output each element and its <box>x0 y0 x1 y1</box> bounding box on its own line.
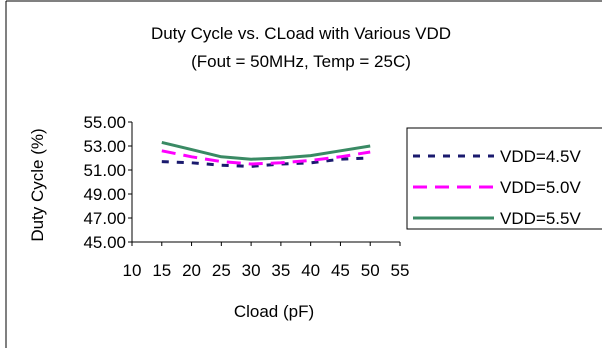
x-tick-label: 45 <box>331 261 350 280</box>
legend-box <box>406 127 602 230</box>
y-tick-label: 47.00 <box>83 209 126 228</box>
x-tick-label: 55 <box>391 261 410 280</box>
x-tick-label: 35 <box>271 261 290 280</box>
y-tick-label: 45.00 <box>83 233 126 252</box>
series-line-2 <box>161 149 371 166</box>
chart-subtitle: (Fout = 50MHz, Temp = 25C) <box>191 52 411 71</box>
x-tick-label: 50 <box>361 261 380 280</box>
y-axis-label: Duty Cycle (%) <box>28 128 47 241</box>
x-tick-label: 15 <box>152 261 171 280</box>
chart-title: Duty Cycle vs. CLoad with Various VDD <box>151 24 451 43</box>
legend-label-1: VDD=4.5V <box>500 147 581 166</box>
y-tick-label: 49.00 <box>83 185 126 204</box>
series-line-1 <box>161 156 371 168</box>
x-tick-label: 20 <box>182 261 201 280</box>
legend: VDD=4.5V VDD=5.0V VDD=5.5V <box>413 147 581 228</box>
legend-label-2: VDD=5.0V <box>500 178 581 197</box>
x-tick-label: 30 <box>242 261 261 280</box>
y-tick-label: 51.00 <box>83 161 126 180</box>
x-tick-label: 10 <box>123 261 142 280</box>
x-tick-label: 25 <box>212 261 231 280</box>
series-line-3 <box>161 140 371 161</box>
plot-area: 55.00 53.00 51.00 49.00 47.00 45.00 10 15 20 25 30… <box>83 113 409 280</box>
y-tick-label: 53.00 <box>83 137 126 156</box>
x-axis-label: Cload (pF) <box>234 302 314 321</box>
y-tick-label: 55.00 <box>83 113 126 132</box>
x-tick-label: 40 <box>301 261 320 280</box>
legend-label-3: VDD=5.5V <box>500 209 581 228</box>
